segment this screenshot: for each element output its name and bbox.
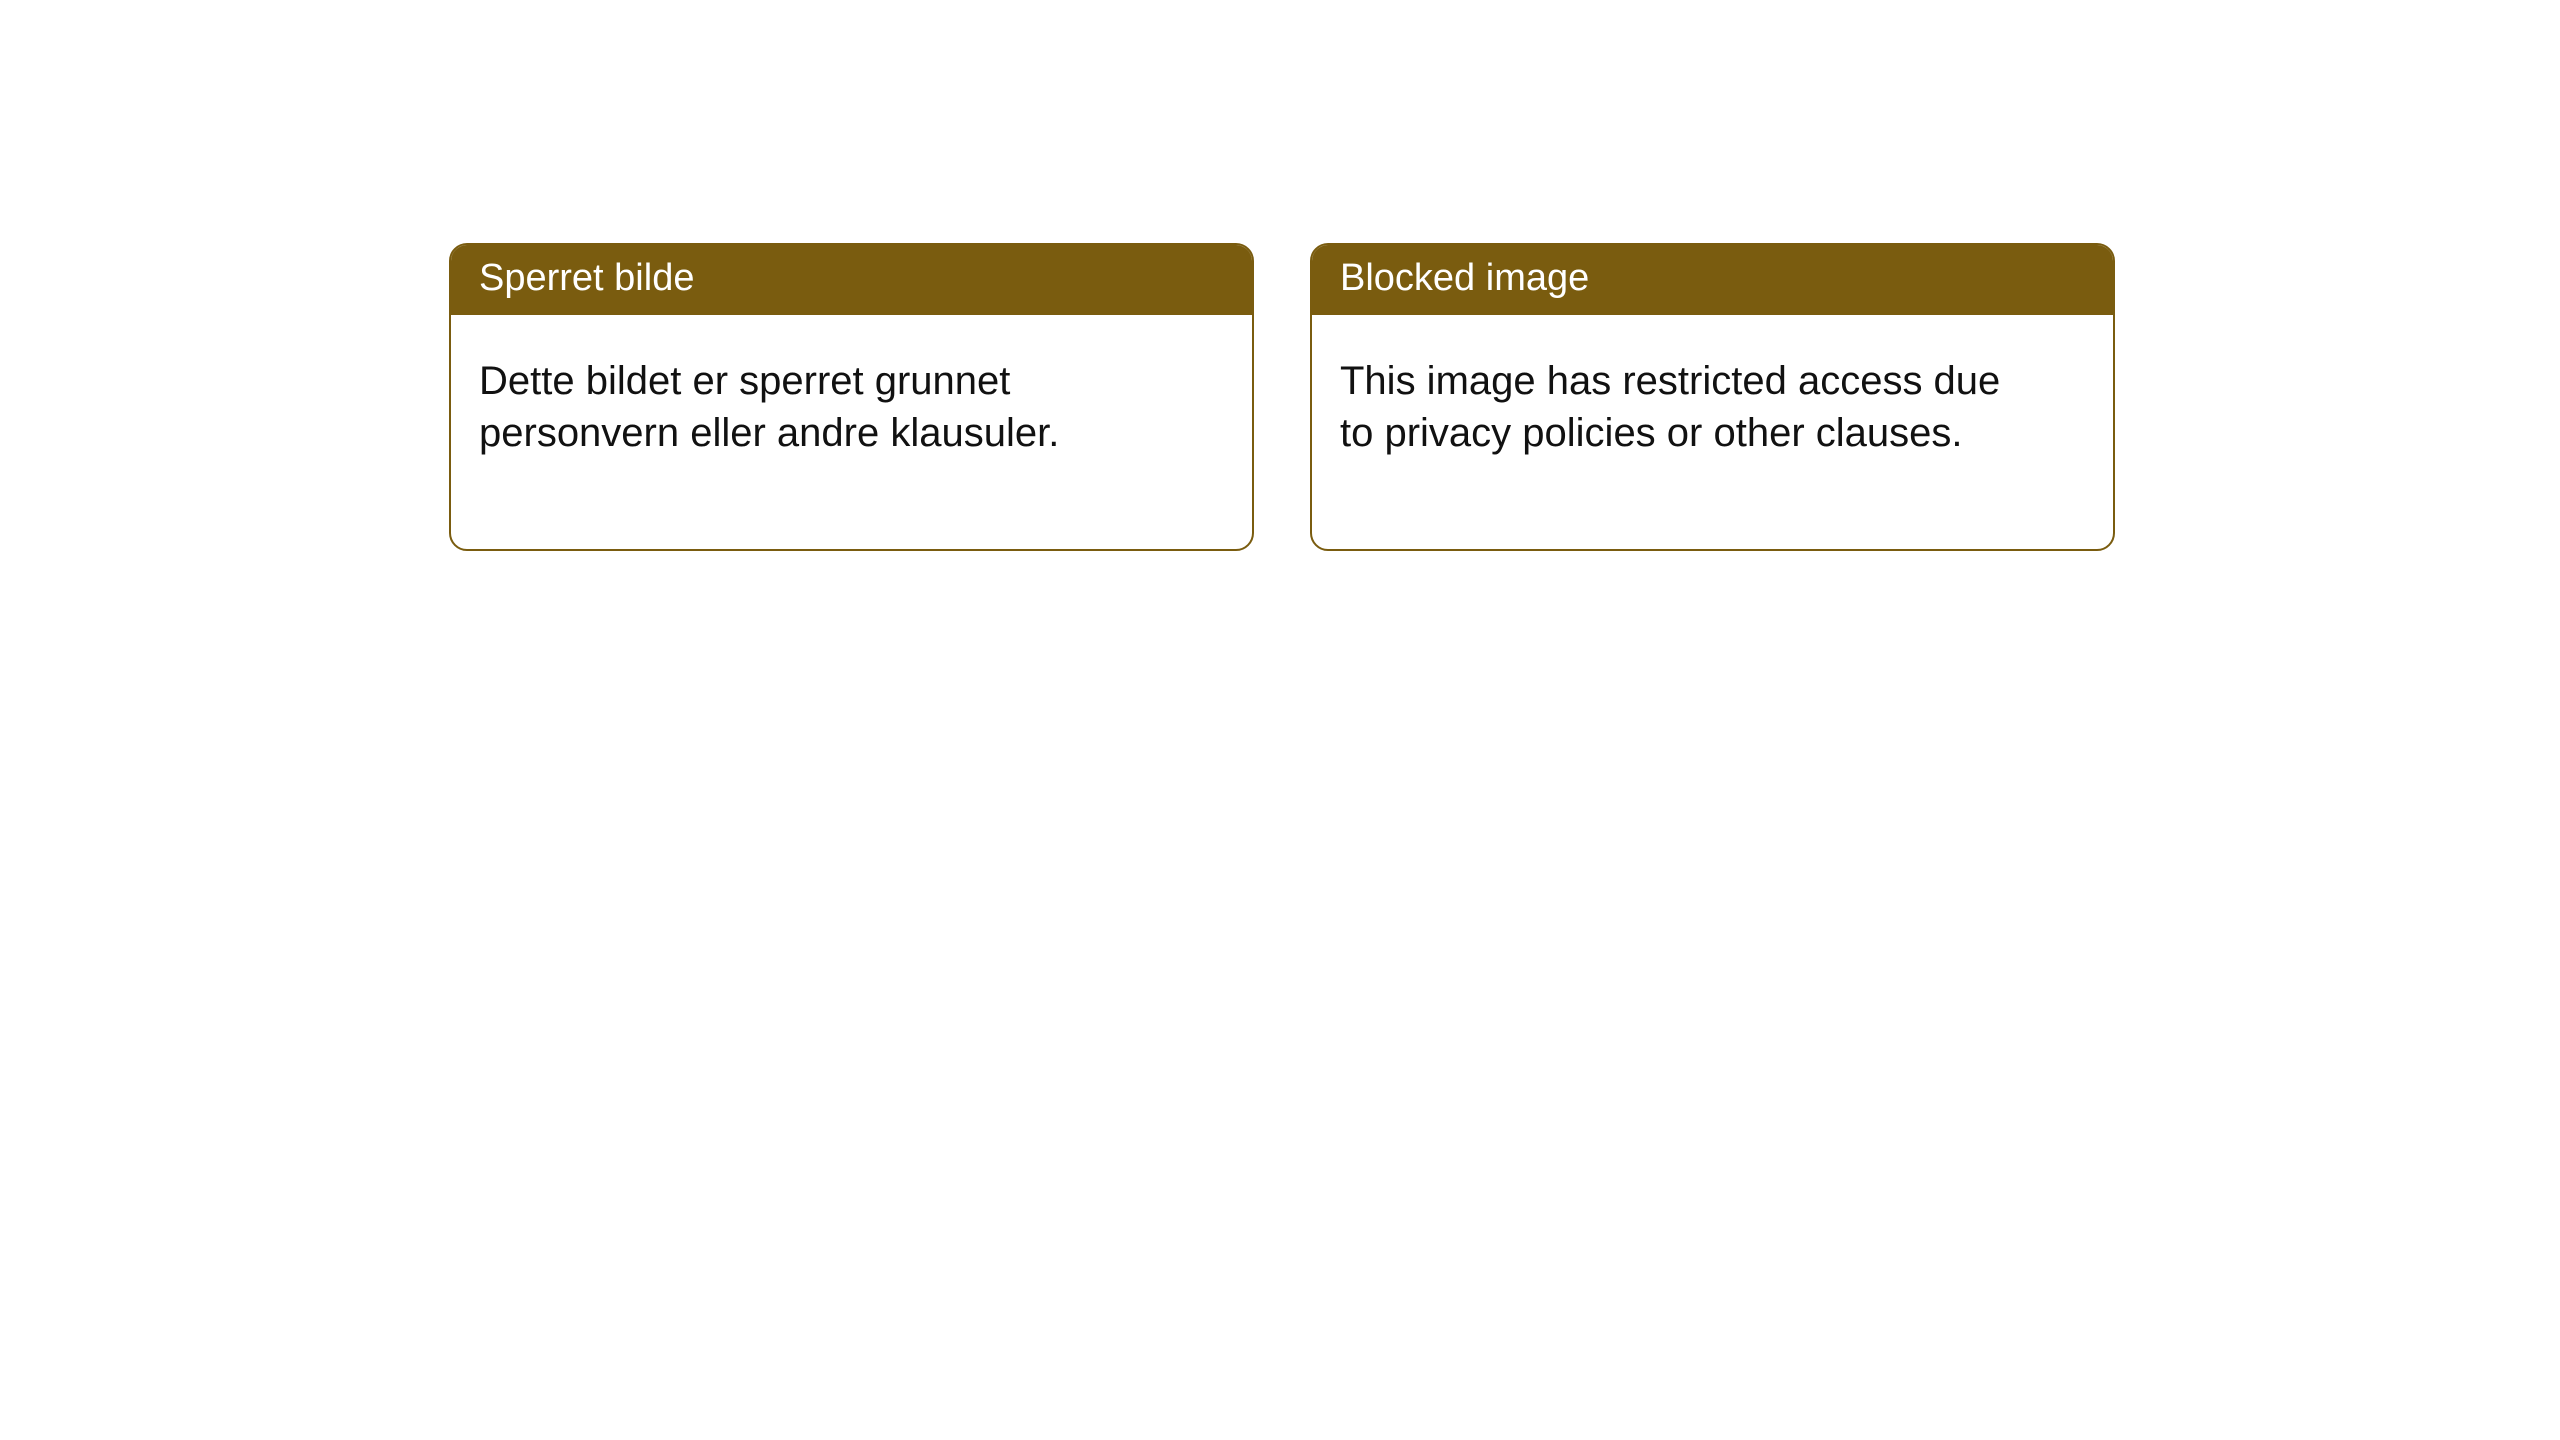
notice-card-norwegian: Sperret bilde Dette bildet er sperret gr…	[449, 243, 1254, 551]
notice-container: Sperret bilde Dette bildet er sperret gr…	[449, 243, 2115, 551]
notice-body-english: This image has restricted access due to …	[1312, 315, 2032, 549]
notice-card-english: Blocked image This image has restricted …	[1310, 243, 2115, 551]
notice-title-english: Blocked image	[1312, 245, 2113, 315]
notice-title-norwegian: Sperret bilde	[451, 245, 1252, 315]
notice-body-norwegian: Dette bildet er sperret grunnet personve…	[451, 315, 1171, 549]
